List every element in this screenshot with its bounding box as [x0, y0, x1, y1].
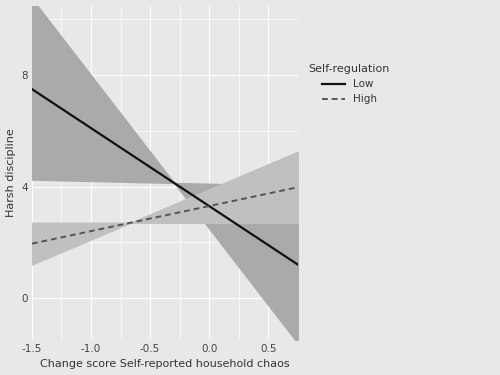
Legend: Low, High: Low, High	[306, 61, 393, 108]
Y-axis label: Harsh discipline: Harsh discipline	[6, 128, 16, 217]
X-axis label: Change score Self-reported household chaos: Change score Self-reported household cha…	[40, 360, 290, 369]
